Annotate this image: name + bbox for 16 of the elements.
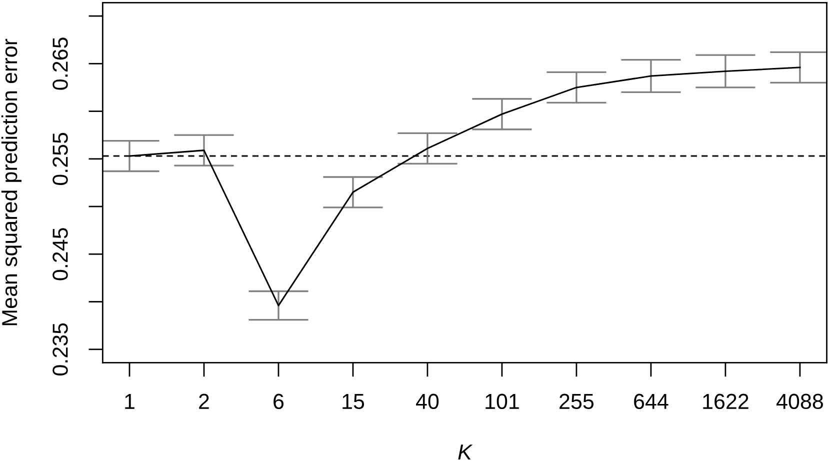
- x-tick-label: 6: [274, 394, 284, 410]
- x-tick-label: 101: [486, 394, 519, 410]
- x-tick-label: 15: [342, 394, 364, 410]
- x-tick-label: 1622: [703, 394, 748, 410]
- y-tick-label: 0.235: [52, 323, 68, 376]
- x-tick-label: 40: [416, 394, 439, 410]
- x-tick-label: 644: [634, 394, 668, 410]
- y-tick-label: 0.255: [52, 132, 68, 185]
- x-tick-label: 1: [125, 394, 134, 409]
- y-axis-title: Mean squared prediction error: [1, 38, 22, 326]
- x-tick-label: 4088: [776, 394, 823, 410]
- y-tick-label: 0.265: [52, 38, 68, 90]
- x-axis-title: K: [458, 444, 473, 460]
- y-tick-label: 0.245: [52, 228, 68, 280]
- x-tick-label: 2: [199, 394, 209, 409]
- x-tick-label: 255: [560, 394, 594, 410]
